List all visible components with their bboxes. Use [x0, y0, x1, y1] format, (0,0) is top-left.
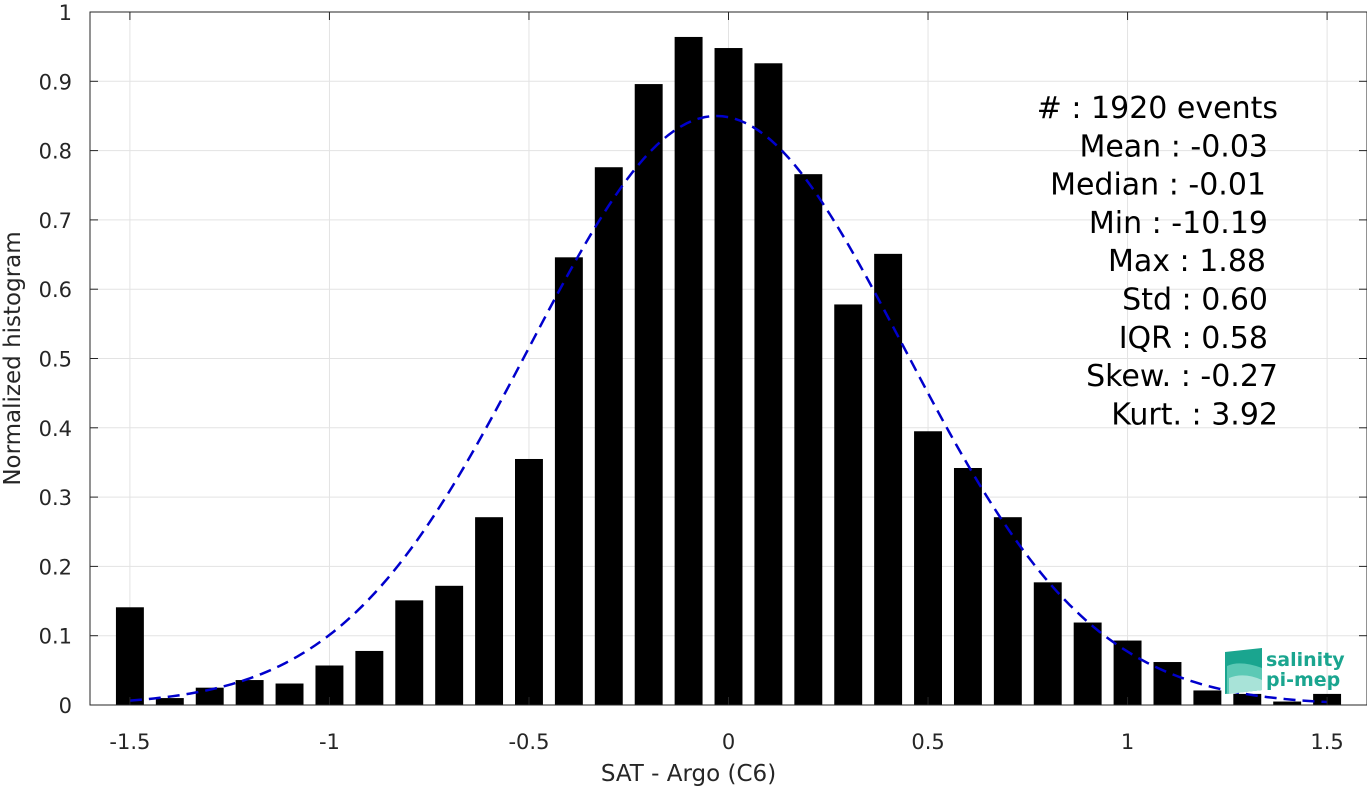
histogram-bar [1273, 701, 1302, 705]
y-tick-label: 0.5 [39, 348, 72, 372]
histogram-bar [594, 167, 623, 705]
statistic-line: Std : 0.60 [1122, 283, 1268, 318]
x-axis-title: SAT - Argo (C6) [601, 761, 776, 787]
y-tick-label: 0.3 [39, 486, 72, 510]
statistic-line: Mean : -0.03 [1079, 129, 1268, 164]
histogram-bar [953, 467, 982, 705]
histogram-bar [395, 600, 424, 705]
statistic-line: Kurt. : 3.92 [1111, 397, 1278, 432]
histogram-bar [993, 517, 1022, 705]
histogram-bar [794, 174, 823, 706]
histogram-bar [355, 650, 384, 705]
histogram-bar [1193, 690, 1222, 705]
histogram-bar [714, 48, 743, 705]
histogram-bar [634, 84, 663, 705]
histogram-bar [435, 585, 464, 705]
y-tick-label: 0.1 [39, 625, 72, 649]
histogram-bar [754, 63, 783, 706]
bars [115, 36, 1342, 706]
x-tick-label: 1.5 [1310, 730, 1343, 754]
histogram-bar [275, 683, 304, 705]
salinity-pi-mep-logo: salinity pi-mep [1225, 648, 1345, 694]
wave-logo-icon [1225, 648, 1262, 694]
histogram-bar [155, 698, 184, 705]
x-tick-label: -1 [319, 730, 340, 754]
x-tick-label: -1.5 [109, 730, 150, 754]
histogram-bar [195, 687, 224, 705]
statistic-line: Median : -0.01 [1050, 168, 1266, 203]
histogram-bar [1233, 693, 1262, 705]
y-axis-title: Normalized histogram [0, 231, 26, 485]
y-tick-label: 1 [59, 1, 72, 25]
histogram-bar [475, 517, 504, 705]
histogram-bar [554, 257, 583, 705]
x-tick-label: -0.5 [508, 730, 549, 754]
x-tick-label: 1 [1121, 730, 1134, 754]
histogram-bar [914, 431, 942, 705]
logo-line-2: pi-mep [1266, 669, 1340, 691]
gaussian-fit-curve [129, 114, 1328, 704]
histogram-bar [874, 253, 903, 705]
histogram-bar [235, 680, 264, 705]
y-tick-label: 0.2 [39, 555, 72, 579]
y-tick-label: 0.6 [39, 278, 72, 302]
y-tick-label: 0 [59, 694, 72, 718]
histogram-bar [674, 36, 703, 705]
statistic-line: Min : -10.19 [1089, 206, 1268, 241]
statistic-line: IQR : 0.58 [1119, 321, 1268, 356]
x-tick-label: 0.5 [911, 730, 944, 754]
y-tick-label: 0.4 [39, 417, 72, 441]
statistic-line: Skew. : -0.27 [1086, 359, 1278, 394]
statistic-line: Max : 1.88 [1108, 244, 1266, 279]
histogram-bar [1033, 582, 1062, 705]
histogram-bar [1073, 622, 1102, 705]
x-axis-ticks: -1.5 -1 -0.5 0 0.5 1 1.5 [109, 12, 1344, 754]
logo-line-1: salinity [1266, 649, 1345, 671]
histogram-bar [115, 607, 144, 705]
statistic-line: # : 1920 events [1037, 91, 1278, 126]
y-axis-ticks: 0 0.1 0.2 0.3 0.4 0.5 0.6 0.7 0.8 0.9 1 [39, 1, 1367, 718]
y-tick-label: 0.7 [39, 209, 72, 233]
x-tick-label: 0 [722, 730, 735, 754]
y-tick-label: 0.9 [39, 70, 72, 94]
y-tick-label: 0.8 [39, 140, 72, 164]
histogram-bar [515, 458, 543, 705]
histogram-bar [834, 304, 863, 705]
